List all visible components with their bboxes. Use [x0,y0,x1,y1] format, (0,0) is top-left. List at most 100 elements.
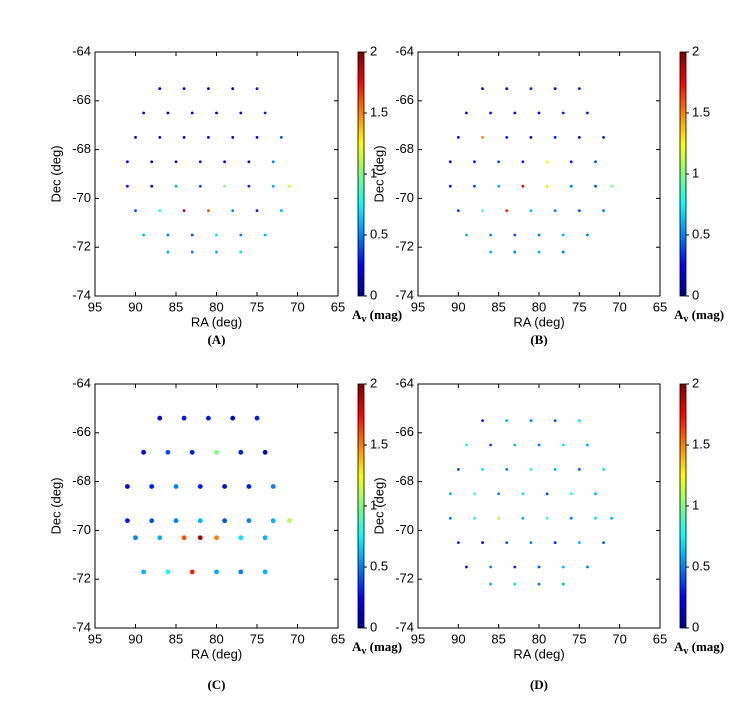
point [255,87,259,90]
point [473,492,476,496]
point [602,209,605,213]
point [166,233,170,237]
colorbar-tick-label: 2 [370,43,377,58]
point [181,415,187,421]
x-axis-label: RA (deg) [191,314,242,329]
point [505,209,509,213]
y-tick-label: -74 [395,287,414,302]
point [481,468,484,471]
colorbar-label-symbol: A [352,639,362,654]
point [198,184,202,188]
point [489,233,492,237]
x-tick-label: 90 [451,299,465,314]
colorbar-label-unit: (mag) [688,307,724,322]
point [238,449,244,455]
point [230,415,236,421]
point [448,516,452,520]
point [215,111,218,115]
y-tick-label: -64 [72,375,91,390]
caption: (A) [207,332,225,347]
x-axis-label: RA (deg) [191,646,242,661]
point [537,111,541,115]
y-tick-label: -72 [395,571,414,586]
point [182,209,186,213]
point [166,111,170,115]
point [206,415,211,421]
point [465,443,468,447]
colorbar-label-subscript: v [361,314,366,325]
point [197,535,203,541]
point [513,582,517,586]
x-tick-label: 75 [250,631,264,646]
point [594,516,597,520]
point [271,160,275,164]
point [149,484,155,489]
y-tick-label: -72 [72,239,91,254]
point [189,569,195,575]
point [594,184,597,188]
point [271,184,275,188]
x-tick-label: 90 [451,631,465,646]
point [521,516,525,520]
point [513,111,517,115]
point [198,160,202,164]
colorbar-label-subscript: v [361,646,366,657]
point [610,184,613,188]
y-tick-label: -74 [72,287,91,302]
colorbar-label: Av (mag) [352,639,402,657]
point [141,569,147,575]
point [255,209,259,213]
colorbar-tick-label: 0 [692,619,699,634]
point [553,87,557,90]
y-tick-label: -64 [72,43,91,58]
point [561,250,565,254]
point [561,233,565,237]
x-tick-label: 70 [290,631,304,646]
point [197,518,203,524]
caption: (C) [207,677,225,692]
colorbar-label-symbol: A [674,307,684,322]
point [545,492,549,496]
colorbar [679,51,687,297]
point [545,184,549,188]
point [223,184,227,188]
colorbar-label-unit: (mag) [366,307,402,322]
point [448,184,452,188]
x-tick-label: 75 [572,631,586,646]
point [473,160,476,164]
point [215,233,218,237]
y-tick-label: -70 [395,190,414,205]
x-tick-label: 80 [532,299,546,314]
point [481,419,484,422]
point [537,443,541,447]
point [569,492,573,496]
point [545,160,549,164]
point [231,87,235,90]
point [448,160,452,164]
x-tick-label: 85 [169,299,183,314]
point [521,160,525,164]
point [238,535,244,541]
point [270,484,276,489]
point [287,518,292,524]
colorbar-tick-label: 0.5 [692,226,710,241]
point [561,443,565,447]
point [610,516,613,520]
point [586,111,589,115]
point [577,419,581,422]
point [553,541,557,544]
point [207,87,210,90]
point [553,419,557,422]
y-tick-label: -68 [395,141,414,156]
point [489,443,492,447]
point [577,468,581,471]
point [238,569,244,575]
point [222,518,228,524]
x-tick-label: 65 [653,299,667,314]
point [537,565,541,569]
colorbar-tick-label: 0 [692,287,699,302]
point [521,492,525,496]
point [489,111,492,115]
colorbar-tick-label: 0 [370,287,377,302]
y-tick-label: -70 [72,190,91,205]
